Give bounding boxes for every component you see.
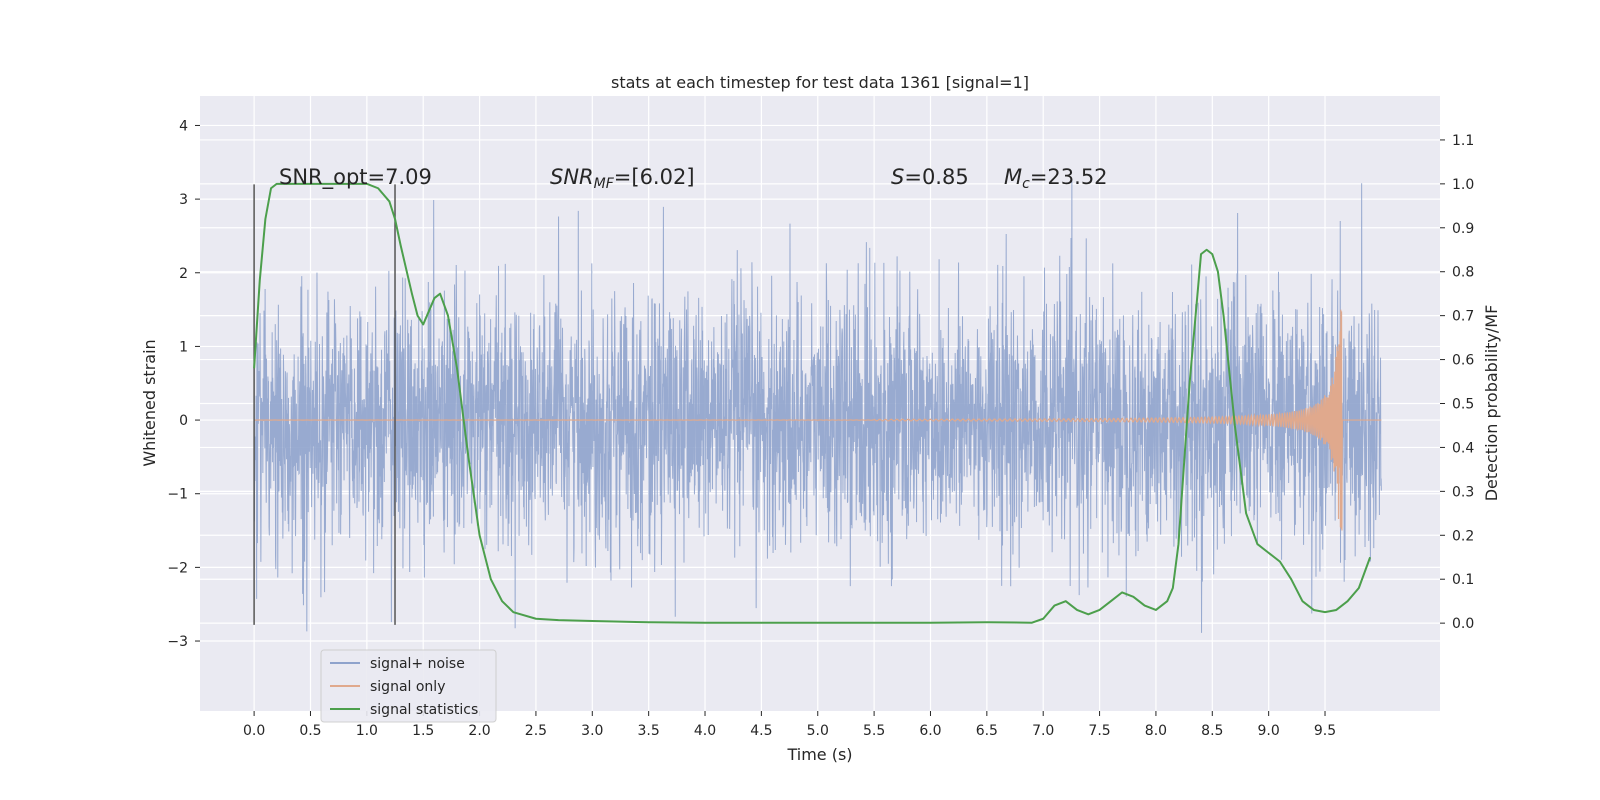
y-left-tick-label: 3 xyxy=(179,192,188,208)
series-signal-noise xyxy=(253,180,1382,633)
y-left-tick-label: 2 xyxy=(179,266,188,282)
annotation-mc: Mc=23.52 xyxy=(1004,165,1108,192)
legend-label-signal-noise: signal+ noise xyxy=(370,656,465,672)
y-right-tick-label: 0.8 xyxy=(1452,265,1474,281)
series-signal-statistics xyxy=(253,182,1372,624)
y-axis-right-ticks: 0.0 0.1 0.2 0.3 0.4 0.5 0.6 0.7 0.8 0.9 1.0 1.1 xyxy=(1440,133,1474,632)
y-right-tick-label: 0.3 xyxy=(1452,484,1474,500)
x-tick-label: 7.5 xyxy=(1088,723,1110,739)
legend: signal+ noise signal only signal statist… xyxy=(320,649,497,723)
vertical-markers xyxy=(253,184,396,625)
y-right-tick-label: 0.0 xyxy=(1452,616,1474,632)
x-tick-label: 0.0 xyxy=(243,723,265,739)
y-left-tick-label: 0 xyxy=(179,413,188,429)
y-right-tick-label: 0.5 xyxy=(1452,397,1474,413)
x-tick-label: 4.0 xyxy=(694,723,716,739)
y-left-tick-label: 1 xyxy=(179,339,188,355)
annotation-s: S=0.85 xyxy=(891,165,969,189)
x-tick-label: 8.5 xyxy=(1201,723,1223,739)
x-tick-label: 0.5 xyxy=(299,723,321,739)
y-left-tick-label: −1 xyxy=(167,487,188,503)
annotation-s-symbol: S xyxy=(891,165,904,189)
x-tick-label: 9.5 xyxy=(1314,723,1336,739)
line-signal-statistics xyxy=(253,182,1372,624)
x-tick-label: 8.0 xyxy=(1145,723,1167,739)
annotation-snr-mf-symbol: SNR xyxy=(550,165,594,189)
x-tick-label: 7.0 xyxy=(1032,723,1054,739)
annotation-snr-opt: SNR_opt=7.09 xyxy=(279,165,432,190)
annotation-snr-mf: SNRMF=[6.02] xyxy=(550,165,695,192)
y-right-tick-label: 0.9 xyxy=(1452,221,1474,237)
x-tick-label: 9.0 xyxy=(1258,723,1280,739)
line-signal-only xyxy=(254,309,1382,531)
y-right-tick-label: 0.1 xyxy=(1452,572,1474,588)
y-axis-left-label: Whitened strain xyxy=(140,339,159,466)
annotation-s-value: =0.85 xyxy=(904,165,968,189)
x-tick-label: 6.0 xyxy=(919,723,941,739)
annotation-mc-subscript: c xyxy=(1022,176,1030,192)
x-axis-label: Time (s) xyxy=(786,745,852,764)
y-left-tick-label: −2 xyxy=(167,560,188,576)
x-tick-label: 1.0 xyxy=(356,723,378,739)
y-left-tick-label: −3 xyxy=(167,634,188,650)
y-right-tick-label: 0.6 xyxy=(1452,353,1474,369)
annotation-snr-mf-value: =[6.02] xyxy=(614,165,695,189)
x-tick-label: 3.5 xyxy=(638,723,660,739)
annotation-mc-value: =23.52 xyxy=(1030,165,1108,189)
y-right-tick-label: 1.1 xyxy=(1452,133,1474,149)
x-tick-label: 2.5 xyxy=(525,723,547,739)
y-axis-left-ticks: −3 −2 −1 0 1 2 3 4 xyxy=(167,118,200,650)
legend-label-signal-statistics: signal statistics xyxy=(370,702,478,718)
x-tick-label: 1.5 xyxy=(412,723,434,739)
annotation-snr-mf-subscript: MF xyxy=(594,176,615,192)
legend-box xyxy=(320,649,497,723)
chart-title: stats at each timestep for test data 136… xyxy=(611,73,1029,92)
annotation-mc-symbol: M xyxy=(1004,165,1022,189)
y-right-tick-label: 0.7 xyxy=(1452,309,1474,325)
x-tick-label: 3.0 xyxy=(581,723,603,739)
x-tick-label: 6.5 xyxy=(976,723,998,739)
y-axis-right-label: Detection probability/MF xyxy=(1482,305,1501,502)
y-left-tick-label: 4 xyxy=(179,118,188,134)
legend-label-signal-only: signal only xyxy=(370,679,445,695)
x-tick-label: 5.5 xyxy=(863,723,885,739)
series-signal-only xyxy=(254,309,1382,531)
x-axis-ticks: 0.0 0.5 1.0 1.5 2.0 2.5 3.0 3.5 4.0 4.5 5.0 5.5 6.0 6… xyxy=(243,711,1336,739)
y-right-tick-label: 1.0 xyxy=(1452,177,1474,193)
y-right-tick-label: 0.2 xyxy=(1452,528,1474,544)
line-signal-noise xyxy=(253,180,1382,633)
x-tick-label: 5.0 xyxy=(807,723,829,739)
x-tick-label: 4.5 xyxy=(750,723,772,739)
x-tick-label: 2.0 xyxy=(468,723,490,739)
y-right-tick-label: 0.4 xyxy=(1452,440,1474,456)
